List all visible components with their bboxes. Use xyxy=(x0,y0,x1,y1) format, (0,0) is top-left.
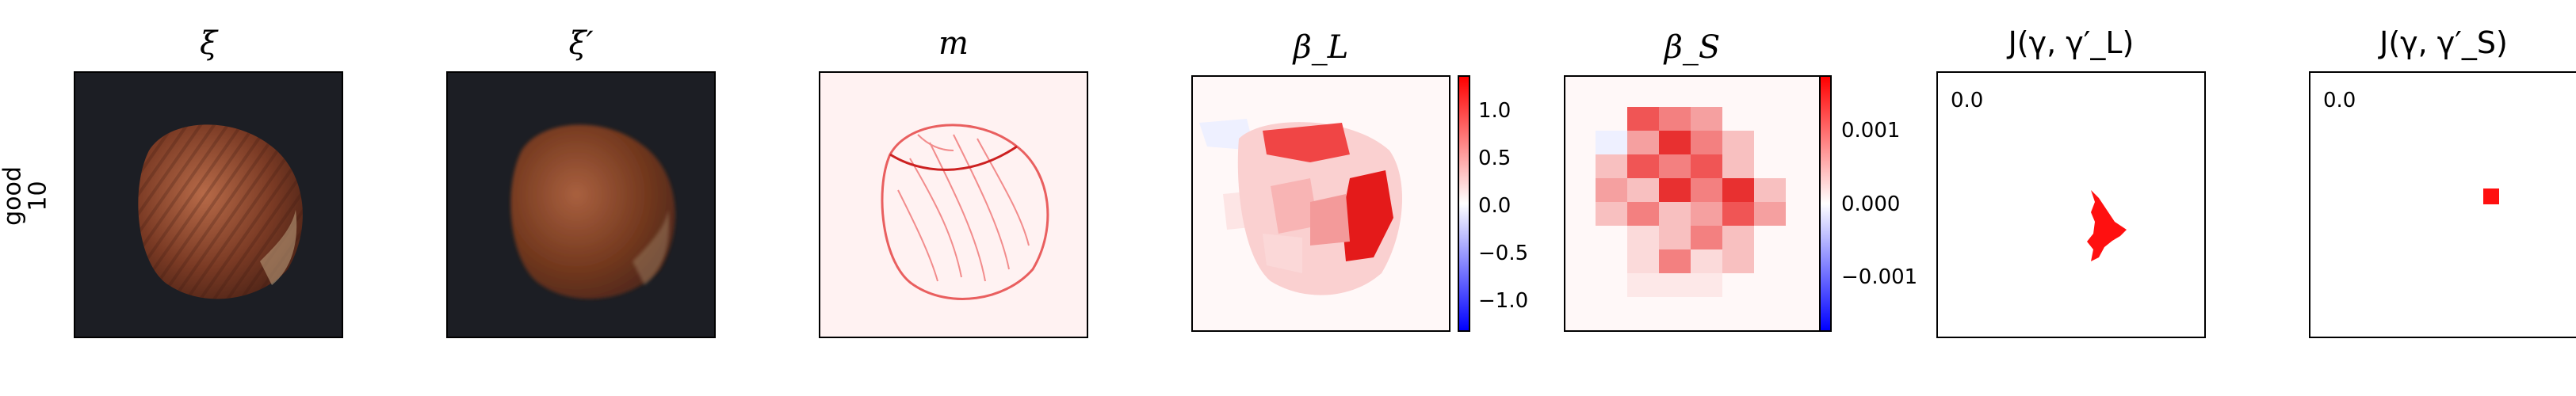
reconstructed-image xyxy=(446,71,716,338)
difference-map xyxy=(819,71,1088,338)
j-s-mask xyxy=(2309,71,2576,338)
row-label: good 10 xyxy=(0,158,52,253)
beta-s-tick-2: 0.000 xyxy=(1841,192,1901,216)
panel-xi: ξ xyxy=(74,25,343,338)
beta-l-tick-2: 0.5 xyxy=(1478,147,1512,170)
beta-l-map xyxy=(1191,75,1450,332)
beta-l-tick-1: 1.0 xyxy=(1478,99,1512,123)
panel-title-xi-prime: ξ′ xyxy=(568,25,594,62)
panel-beta-l: β_L 1.0 0.5 0.0 −0.5 −1.0 xyxy=(1191,29,1528,332)
panel-m: m xyxy=(819,25,1088,338)
beta-l-tick-3: 0.0 xyxy=(1478,194,1512,218)
panel-title-j-l: J(γ, γ′_L) xyxy=(2008,25,2135,60)
beta-l-tick-5: −1.0 xyxy=(1478,289,1529,313)
j-s-value: 0.0 xyxy=(2323,89,2356,112)
panel-title-xi: ξ xyxy=(199,25,218,62)
j-l-value: 0.0 xyxy=(1951,89,1984,112)
panel-j-l: J(γ, γ′_L) 0.0 xyxy=(1936,25,2206,338)
panel-beta-s: β_S xyxy=(1564,29,1917,332)
beta-s-colorbar xyxy=(1819,75,1832,332)
panel-title-beta-s: β_S xyxy=(1664,29,1721,66)
panel-j-s: J(γ, γ′_S) 0.0 xyxy=(2309,25,2576,338)
beta-s-tick-3: −0.001 xyxy=(1841,265,1918,289)
panel-title-j-s: J(γ, γ′_S) xyxy=(2379,25,2508,60)
row-label-index: 10 xyxy=(24,181,52,211)
j-l-mask xyxy=(1936,71,2206,338)
beta-l-colorbar xyxy=(1458,75,1470,332)
beta-s-map xyxy=(1564,75,1821,332)
row-label-class: good xyxy=(0,166,27,226)
panel-title-m: m xyxy=(938,25,969,62)
beta-s-tick-1: 0.001 xyxy=(1841,119,1901,143)
beta-l-tick-4: −0.5 xyxy=(1478,242,1529,265)
hazelnut-image xyxy=(74,71,343,338)
panel-xi-prime: ξ′ xyxy=(446,25,716,338)
panel-title-beta-l: β_L xyxy=(1293,29,1349,66)
